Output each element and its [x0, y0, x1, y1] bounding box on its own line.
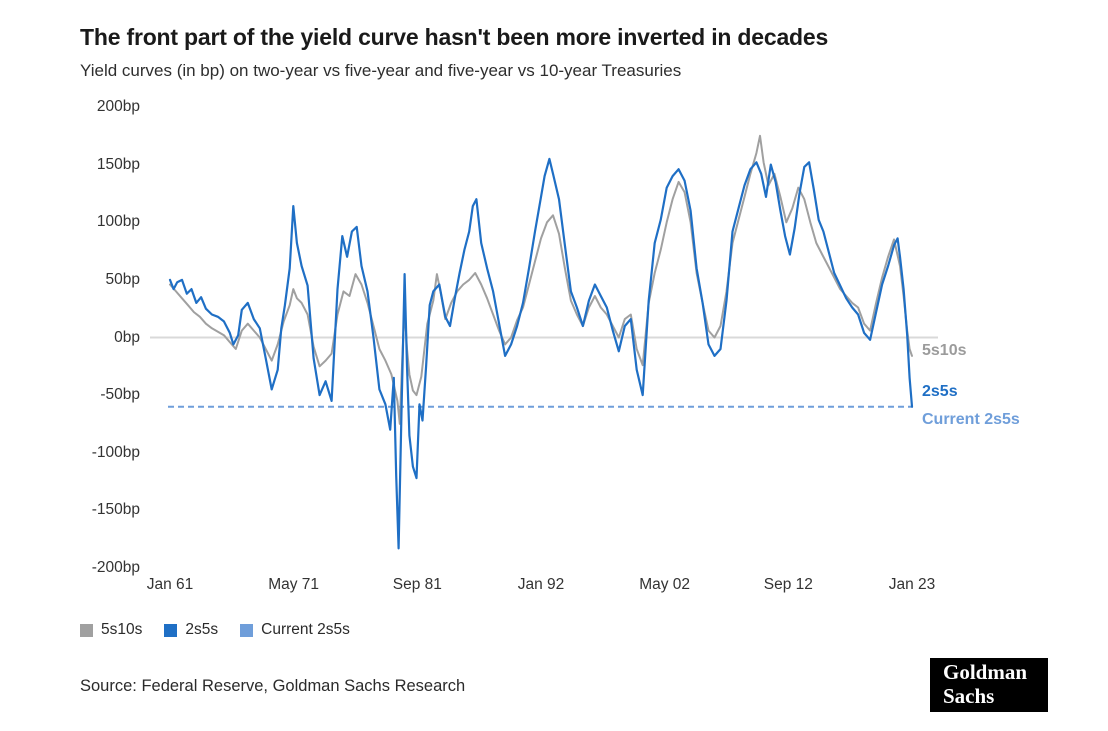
x-tick-label: May 71	[268, 576, 320, 593]
x-tick-label: Sep 81	[392, 576, 442, 593]
legend: 5s10s 2s5s Current 2s5s	[80, 621, 350, 639]
x-tick-label: Jan 23	[888, 576, 936, 593]
chart-title: The front part of the yield curve hasn't…	[80, 24, 829, 50]
y-tick-label: 100bp	[96, 213, 140, 231]
legend-swatch-5s10s	[80, 623, 93, 637]
y-tick-label: -50bp	[100, 386, 140, 404]
legend-label: 5s10s	[101, 621, 143, 638]
y-tick-label: 200bp	[96, 98, 140, 115]
x-tick-label: Jan 61	[146, 576, 194, 593]
legend-swatch-2s5s	[164, 623, 178, 637]
series-label-current-2s5s: Current 2s5s	[922, 411, 1020, 429]
y-tick-label: 0bp	[114, 328, 140, 346]
legend-item-current-2s5s: Current 2s5s	[240, 621, 350, 639]
goldman-sachs-logo: Goldman Sachs	[930, 658, 1048, 712]
legend-swatch-current-2s5s	[240, 623, 254, 637]
y-tick-label: 150bp	[96, 155, 140, 173]
legend-label: Current 2s5s	[261, 621, 350, 638]
x-tick-label: Sep 12	[763, 576, 813, 593]
legend-item-2s5s: 2s5s	[164, 621, 218, 639]
x-tick-label: May 02	[639, 576, 691, 593]
y-tick-label: 50bp	[105, 270, 140, 288]
logo-line-2: Sachs	[943, 684, 995, 708]
x-tick-label: Jan 92	[517, 576, 565, 593]
series-2s5s-line	[168, 157, 914, 550]
series-label-5s10s: 5s10s	[922, 342, 967, 360]
y-tick-label: -150bp	[91, 501, 140, 519]
plot-area	[150, 134, 938, 550]
series-label-2s5s: 2s5s	[922, 382, 958, 400]
legend-label: 2s5s	[185, 621, 219, 638]
series-5s10s-line	[169, 134, 913, 425]
y-tick-label: -200bp	[91, 559, 140, 576]
chart-subtitle: Yield curves (in bp) on two-year vs five…	[80, 61, 682, 80]
logo-line-1: Goldman	[943, 660, 1028, 685]
legend-item-5s10s: 5s10s	[80, 621, 142, 639]
source-note: Source: Federal Reserve, Goldman Sachs R…	[80, 677, 466, 695]
y-tick-label: -100bp	[91, 443, 140, 461]
